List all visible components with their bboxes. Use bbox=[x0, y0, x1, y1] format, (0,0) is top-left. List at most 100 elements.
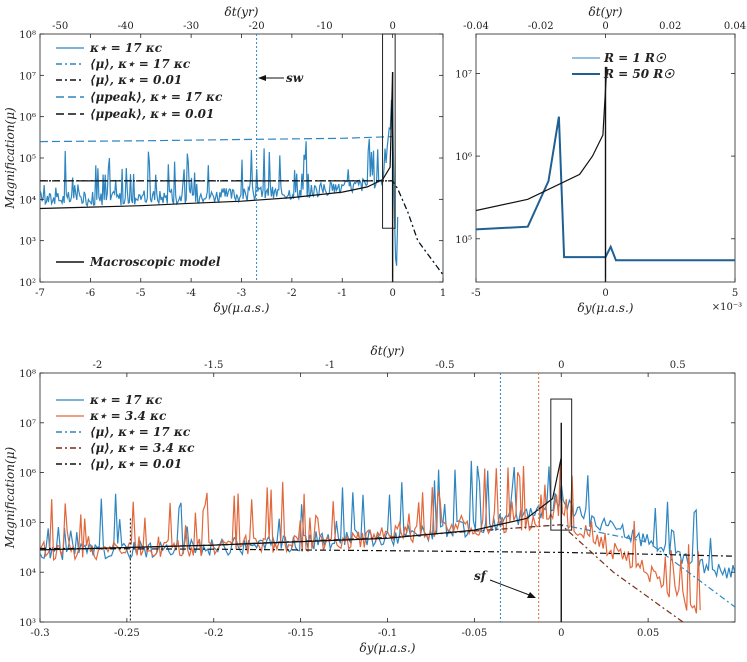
x2-tick-label: 0 bbox=[602, 21, 608, 32]
x2-tick-label: 0 bbox=[558, 360, 564, 371]
legend-label: ⟨μpeak⟩, κ⋆ = 0.01 bbox=[90, 107, 214, 121]
legend-label: Macroscopic model bbox=[89, 255, 221, 269]
zoom-box bbox=[550, 398, 573, 531]
x-axis-label: δy(μ.a.s.) bbox=[214, 301, 270, 315]
y-tick-label: 10⁶ bbox=[19, 113, 36, 124]
x2-tick-label: -30 bbox=[183, 21, 199, 32]
legend-label: ⟨μ⟩, κ⋆ = 17 κc bbox=[90, 425, 191, 439]
y-tick-label: 10⁵ bbox=[19, 154, 36, 165]
legend-label: ⟨μpeak⟩, κ⋆ = 17 κc bbox=[90, 90, 223, 104]
x-axis-label: δy(μ.a.s.) bbox=[360, 641, 416, 655]
annotation-sw: sw bbox=[258, 71, 304, 85]
y-tick-label: 10⁴ bbox=[19, 195, 36, 206]
panel-bottom: -0.3 -0.25 -0.2 -0.15 -0.1 -0.05 0 0.05 10³ 10⁴ 10… bbox=[3, 344, 736, 655]
panel-top-left: -7 -6 -5 -4 -3 -2 -1 0 110²10³10⁴10⁵10⁶10⁷10⁸-50… bbox=[3, 5, 446, 315]
series-line bbox=[40, 457, 562, 551]
x-tick-label: -4 bbox=[186, 288, 196, 299]
y-tick-label: 10⁴ bbox=[19, 568, 36, 579]
y-tick-label: 10³ bbox=[19, 618, 36, 629]
y-tick-label: 10⁵ bbox=[455, 235, 472, 246]
arrowhead bbox=[258, 75, 266, 81]
x-tick-label: -0.2 bbox=[204, 628, 223, 639]
y-tick-label: 10⁷ bbox=[455, 69, 472, 80]
legend-label: κ⋆ = 17 κc bbox=[89, 393, 163, 407]
arrow-sf bbox=[489, 579, 533, 597]
x2-tick-label: 0.5 bbox=[670, 360, 686, 371]
x-tick-label: -6 bbox=[86, 288, 96, 299]
x-tick-label: -0.15 bbox=[288, 628, 314, 639]
legend-top-right: R = 1 R☉ R = 50 R☉ bbox=[572, 51, 675, 81]
x-tick-label: -0.25 bbox=[114, 628, 140, 639]
x-tick-label: 5 bbox=[732, 288, 738, 299]
x-axis-label: δy(μ.a.s.) bbox=[578, 301, 634, 315]
y-tick-label: 10⁷ bbox=[19, 419, 36, 430]
x-tick-label: -0.3 bbox=[30, 628, 49, 639]
y-tick-label: 10⁷ bbox=[19, 71, 36, 82]
x2-tick-label: -1 bbox=[325, 360, 335, 371]
x2-axis-label: δt(yr) bbox=[371, 344, 405, 358]
series-line bbox=[40, 99, 399, 266]
legend-bottom: κ⋆ = 17 κc κ⋆ = 3.4 κc ⟨μ⟩, κ⋆ = 17 κc ⟨… bbox=[56, 393, 195, 471]
y-tick-label: 10⁶ bbox=[455, 152, 472, 163]
y-tick-label: 10⁸ bbox=[19, 369, 36, 380]
legend-top-left: κ⋆ = 17 κc ⟨μ⟩, κ⋆ = 17 κc ⟨μ⟩, κ⋆ = 0.0… bbox=[56, 41, 223, 269]
y-tick-label: 10⁶ bbox=[19, 469, 36, 480]
annotation-label: sf bbox=[474, 569, 488, 583]
series-line bbox=[40, 136, 393, 143]
x-tick-label: -3 bbox=[237, 288, 247, 299]
x2-tick-label: -40 bbox=[118, 21, 134, 32]
x2-tick-label: -10 bbox=[317, 21, 333, 32]
x-scale-label: ×10⁻³ bbox=[712, 302, 742, 313]
x2-tick-label: -50 bbox=[52, 21, 68, 32]
y-tick-label: 10⁵ bbox=[19, 518, 36, 529]
series-line bbox=[40, 547, 735, 557]
x2-tick-label: 0.02 bbox=[659, 21, 681, 32]
arrowhead bbox=[527, 592, 536, 598]
y-tick-label: 10⁸ bbox=[19, 30, 36, 41]
x-tick-label: -7 bbox=[35, 288, 45, 299]
y-axis-label: Magnification(μ) bbox=[3, 447, 17, 550]
x-tick-label: -1 bbox=[337, 288, 347, 299]
plot-area bbox=[476, 66, 735, 282]
y-axis-label: Magnification(μ) bbox=[3, 107, 17, 210]
y-tick-label: 10² bbox=[19, 278, 36, 289]
x2-tick-label: -1.5 bbox=[204, 360, 223, 371]
x2-tick-label: 0.04 bbox=[724, 21, 746, 32]
x-tick-label: -0.1 bbox=[378, 628, 397, 639]
zoom-box bbox=[382, 33, 396, 229]
x2-tick-label: -0.04 bbox=[463, 21, 489, 32]
legend-label: ⟨μ⟩, κ⋆ = 3.4 κc bbox=[90, 441, 195, 455]
legend-label: R = 50 R☉ bbox=[603, 67, 675, 81]
legend-label: ⟨μ⟩, κ⋆ = 17 κc bbox=[90, 57, 191, 71]
x2-axis-label: δt(yr) bbox=[589, 5, 623, 19]
x2-tick-label: -20 bbox=[249, 21, 265, 32]
x-tick-label: 0 bbox=[602, 288, 608, 299]
series-line bbox=[476, 116, 735, 262]
plot-area bbox=[40, 422, 735, 622]
plot-area bbox=[40, 72, 443, 282]
x-tick-label: -5 bbox=[471, 288, 481, 299]
legend-label: ⟨μ⟩, κ⋆ = 0.01 bbox=[90, 73, 182, 87]
x-tick-label: 0 bbox=[558, 628, 564, 639]
x2-tick-label: 0 bbox=[389, 21, 395, 32]
x-tick-label: -2 bbox=[287, 288, 297, 299]
x2-tick-label: -0.02 bbox=[528, 21, 554, 32]
x-tick-label: -0.05 bbox=[462, 628, 488, 639]
panel-top-right: -5 0 5 10⁵ 10⁶ 10⁷ -0.04 -0.02 0 0.02 0.04 δy(μ.a.s… bbox=[455, 5, 746, 315]
legend-label: κ⋆ = 17 κc bbox=[89, 41, 163, 55]
series-line bbox=[476, 66, 608, 212]
x2-tick-label: -2 bbox=[92, 360, 102, 371]
annotation-label: sw bbox=[286, 71, 304, 85]
legend-label: ⟨μ⟩, κ⋆ = 0.01 bbox=[90, 457, 182, 471]
x-tick-label: 1 bbox=[440, 288, 446, 299]
y-tick-label: 10³ bbox=[19, 237, 36, 248]
x2-tick-label: -0.5 bbox=[435, 360, 454, 371]
legend-label: κ⋆ = 3.4 κc bbox=[89, 409, 167, 423]
series-line bbox=[40, 72, 394, 210]
x-tick-label: 0 bbox=[389, 288, 395, 299]
annotation-sf: sf bbox=[474, 569, 536, 598]
series-line bbox=[40, 462, 701, 614]
x-tick-label: 0.05 bbox=[637, 628, 659, 639]
